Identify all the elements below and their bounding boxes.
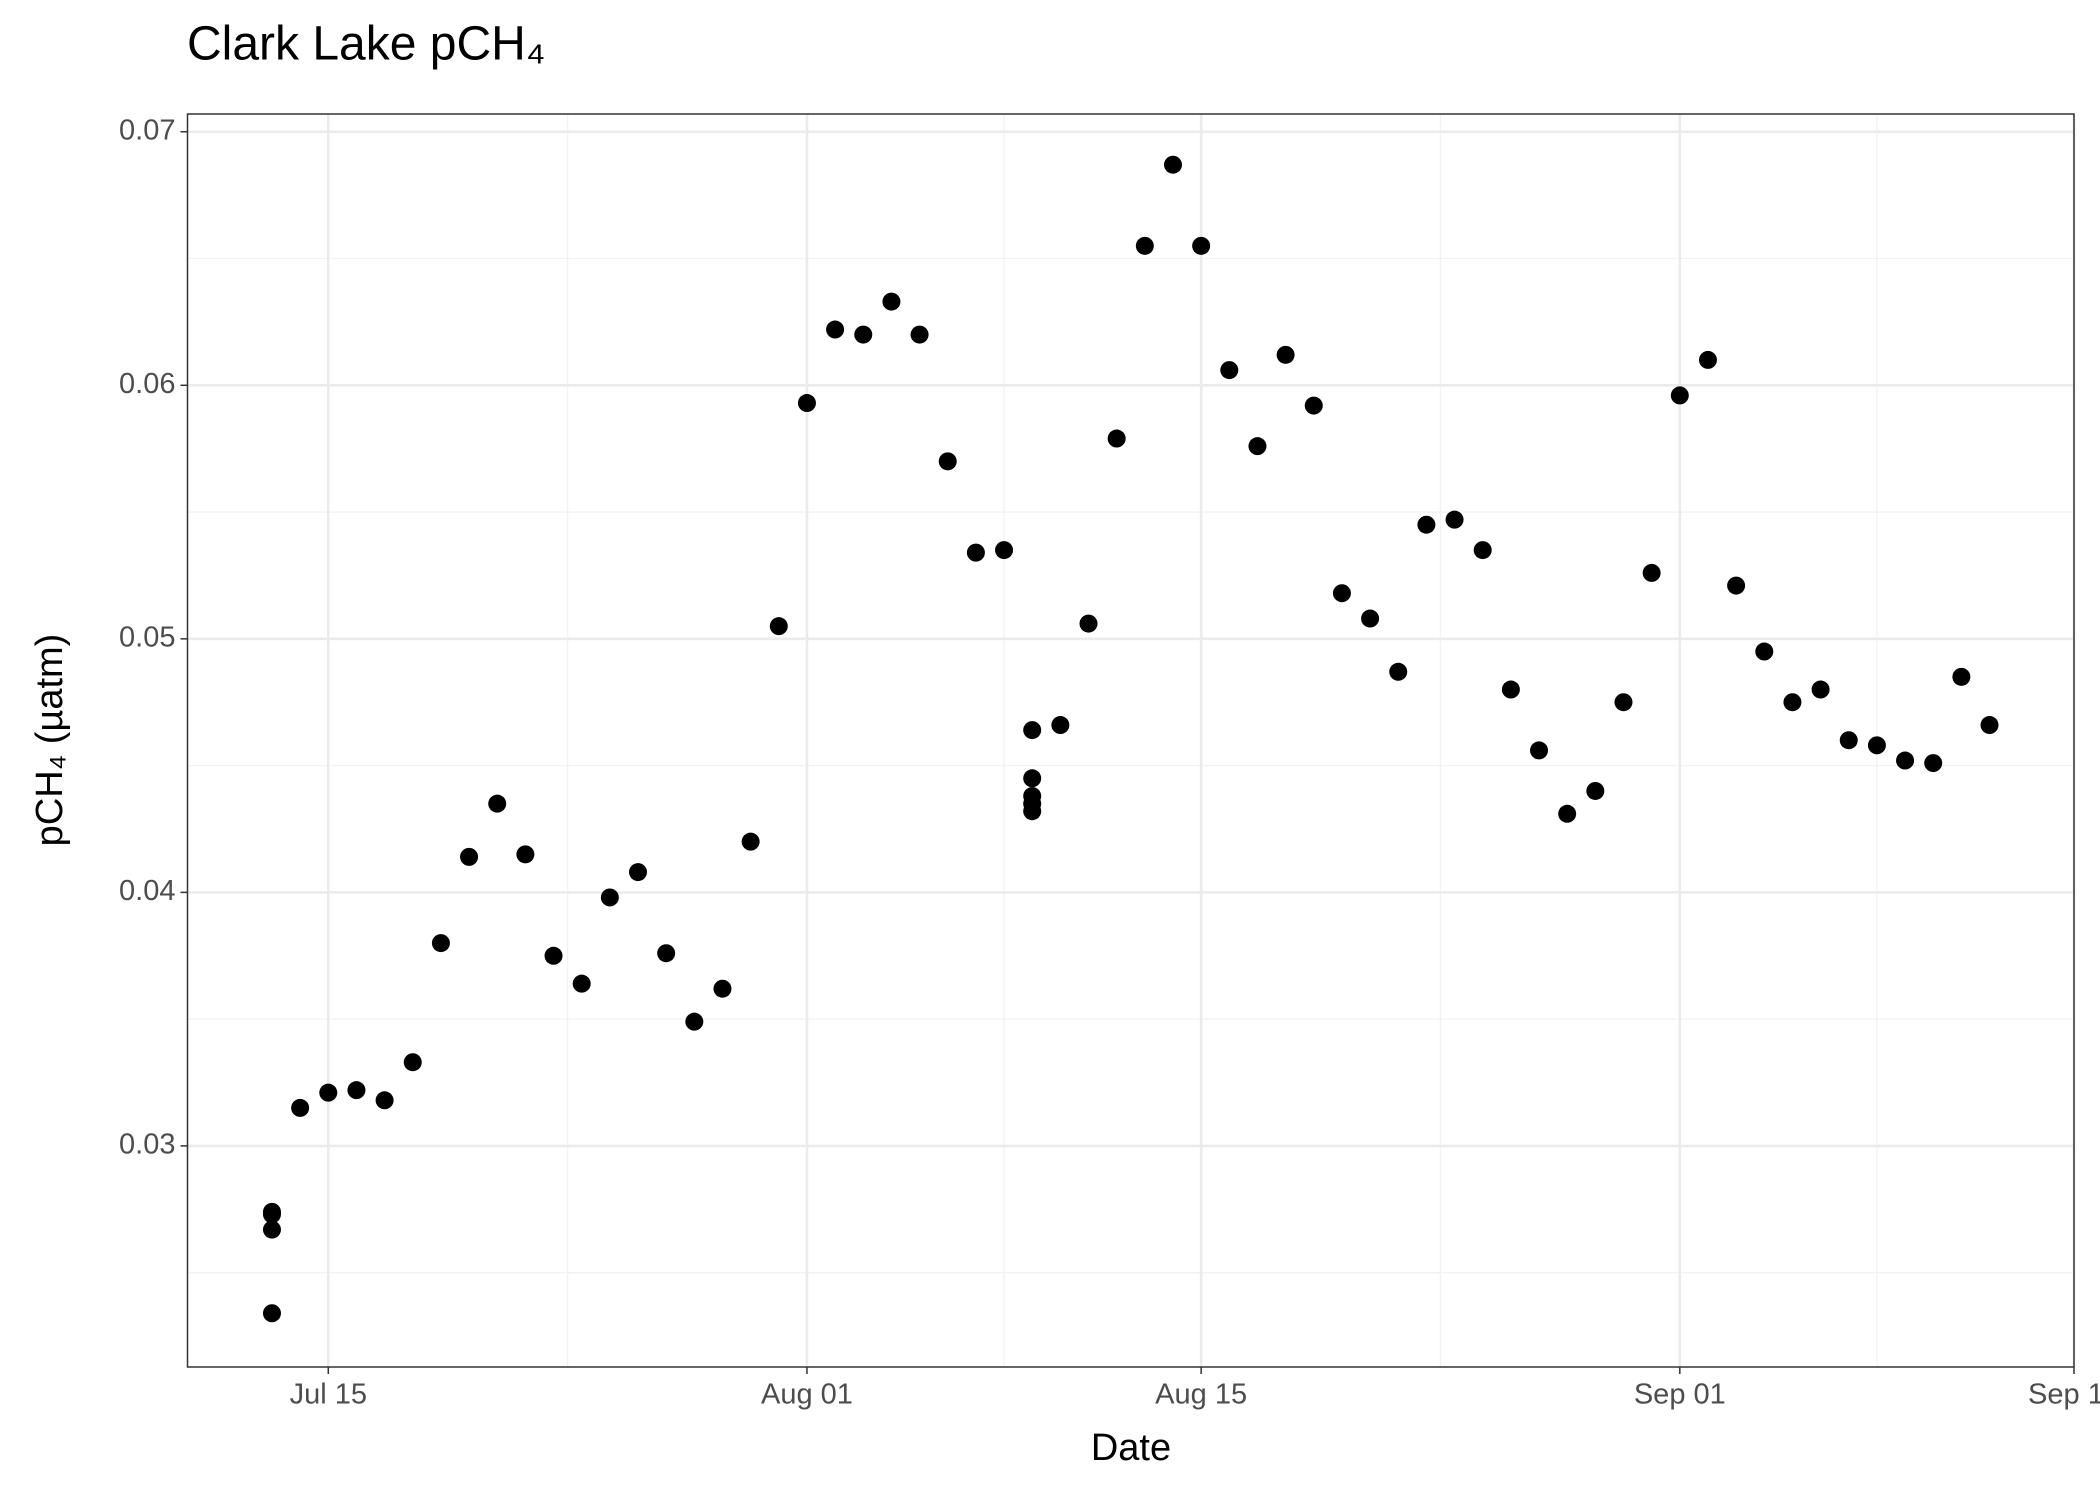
point bbox=[938, 452, 957, 471]
point bbox=[431, 934, 450, 953]
point bbox=[1051, 716, 1070, 735]
x-tick-label: Sep 01 bbox=[1634, 1379, 1726, 1411]
point bbox=[1501, 680, 1520, 699]
point bbox=[1924, 754, 1943, 773]
point bbox=[1163, 155, 1182, 174]
point bbox=[262, 1220, 281, 1239]
point bbox=[1614, 693, 1633, 712]
point bbox=[1389, 662, 1408, 681]
point bbox=[629, 863, 648, 882]
point bbox=[1135, 236, 1154, 255]
point bbox=[966, 543, 985, 562]
point bbox=[1220, 361, 1239, 380]
point bbox=[854, 325, 873, 344]
point bbox=[1332, 584, 1351, 603]
point bbox=[375, 1091, 394, 1110]
y-tick-label: 0.06 bbox=[119, 368, 175, 400]
point bbox=[516, 845, 535, 864]
point bbox=[1445, 510, 1464, 529]
point bbox=[600, 888, 619, 907]
point bbox=[1248, 437, 1267, 456]
point bbox=[1079, 614, 1098, 633]
point bbox=[291, 1098, 310, 1117]
x-axis-title: Date bbox=[1091, 1427, 1171, 1469]
chart-title: Clark Lake pCH₄ bbox=[187, 18, 545, 71]
point bbox=[1980, 716, 1999, 735]
point bbox=[1698, 350, 1717, 369]
point bbox=[1023, 802, 1042, 821]
point bbox=[572, 974, 591, 993]
point bbox=[657, 944, 676, 963]
y-axis-title: pCH₄ (µatm) bbox=[29, 634, 71, 847]
point bbox=[797, 394, 816, 413]
point bbox=[1783, 693, 1802, 712]
point bbox=[1023, 769, 1042, 788]
y-tick-label: 0.03 bbox=[119, 1129, 175, 1161]
point bbox=[1811, 680, 1830, 699]
point bbox=[1107, 429, 1126, 448]
point bbox=[1361, 609, 1380, 628]
point bbox=[460, 847, 479, 866]
point bbox=[1558, 804, 1577, 823]
point bbox=[882, 292, 901, 311]
x-tick-label: Aug 15 bbox=[1155, 1379, 1247, 1411]
point bbox=[1586, 781, 1605, 800]
point bbox=[1642, 563, 1661, 582]
point bbox=[910, 325, 929, 344]
x-tick-label: Jul 15 bbox=[290, 1379, 367, 1411]
point bbox=[995, 541, 1014, 560]
point bbox=[1530, 741, 1549, 760]
point bbox=[1839, 731, 1858, 750]
point bbox=[262, 1304, 281, 1323]
point bbox=[1023, 721, 1042, 740]
point bbox=[488, 794, 507, 813]
point bbox=[1727, 576, 1746, 595]
point bbox=[1192, 236, 1211, 255]
point bbox=[741, 832, 760, 851]
point bbox=[1867, 736, 1886, 755]
point bbox=[319, 1083, 338, 1102]
y-tick-label: 0.05 bbox=[119, 621, 175, 653]
point bbox=[826, 320, 845, 339]
point bbox=[262, 1205, 281, 1224]
x-tick-label: Aug 01 bbox=[761, 1379, 853, 1411]
point bbox=[544, 946, 563, 965]
point bbox=[685, 1012, 704, 1031]
point bbox=[713, 979, 732, 998]
point bbox=[1755, 642, 1774, 661]
point bbox=[1670, 386, 1689, 405]
plot-border bbox=[186, 113, 2075, 1368]
point bbox=[1276, 345, 1295, 364]
y-tick-label: 0.04 bbox=[119, 875, 175, 907]
point bbox=[1304, 396, 1323, 415]
x-tick-label: Sep 15 bbox=[2028, 1379, 2100, 1411]
point bbox=[1417, 515, 1436, 534]
point bbox=[1952, 667, 1971, 686]
point bbox=[403, 1053, 422, 1072]
y-tick-label: 0.07 bbox=[119, 114, 175, 146]
point bbox=[347, 1081, 366, 1100]
point bbox=[1896, 751, 1915, 770]
point bbox=[1473, 541, 1492, 560]
point bbox=[769, 617, 788, 636]
